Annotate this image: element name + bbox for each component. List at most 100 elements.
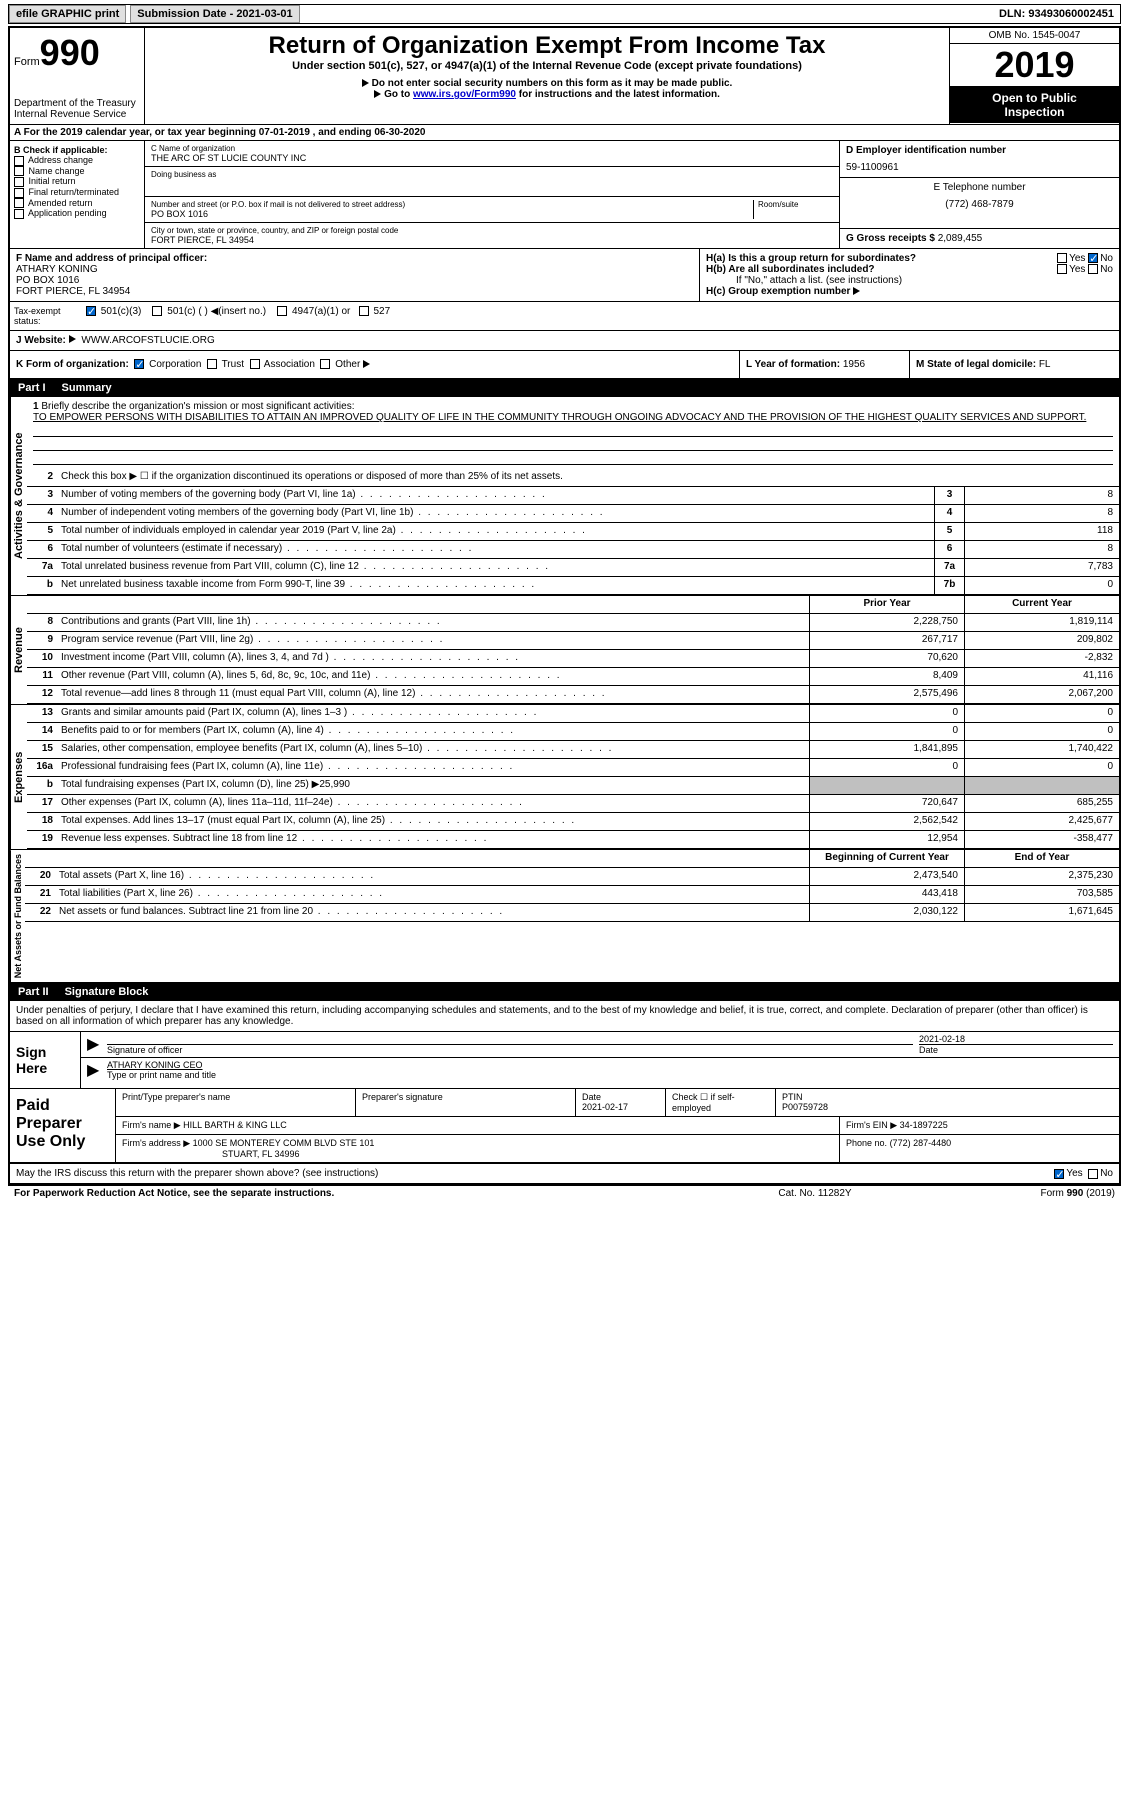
line-box: 6 [934, 541, 964, 558]
line-box: 7a [934, 559, 964, 576]
line-desc: Revenue less expenses. Subtract line 18 … [57, 831, 809, 848]
city-label: City or town, state or province, country… [151, 226, 833, 235]
trust-checkbox[interactable] [207, 359, 217, 369]
name-title-label: Type or print name and title [107, 1070, 1113, 1080]
dln-value: DLN: 93493060002451 [993, 6, 1120, 22]
line-num: 12 [27, 686, 57, 703]
current-value: -2,832 [964, 650, 1119, 667]
mission-text: TO EMPOWER PERSONS WITH DISABILITIES TO … [33, 412, 1086, 423]
yes-label: Yes [1069, 253, 1085, 264]
line-num: b [27, 577, 57, 594]
prior-value: 267,717 [809, 632, 964, 649]
line-desc: Grants and similar amounts paid (Part IX… [57, 705, 809, 722]
efile-print-button[interactable]: efile GRAPHIC print [9, 5, 126, 23]
b-checkbox[interactable] [14, 156, 24, 166]
501c-checkbox[interactable] [152, 306, 162, 316]
hc-label: H(c) Group exemption number [706, 286, 850, 297]
b-checkbox[interactable] [14, 166, 24, 176]
sig-officer-label: Signature of officer [107, 1045, 182, 1055]
arrow-icon [363, 360, 370, 368]
line-desc: Total number of volunteers (estimate if … [57, 541, 934, 558]
line-desc: Total fundraising expenses (Part IX, col… [57, 777, 809, 794]
prior-value: 1,841,895 [809, 741, 964, 758]
governance-tab: Activities & Governance [10, 397, 27, 595]
hb-no-checkbox[interactable] [1088, 264, 1098, 274]
b-checkbox[interactable] [14, 188, 24, 198]
b-checkbox[interactable] [14, 177, 24, 187]
b-checkbox[interactable] [14, 209, 24, 219]
prior-value: 8,409 [809, 668, 964, 685]
line-num: 21 [25, 886, 55, 903]
firm-ein-value: 34-1897225 [900, 1120, 948, 1130]
501c3-checkbox[interactable] [86, 306, 96, 316]
ptin-value: P00759728 [782, 1102, 1113, 1112]
corp-checkbox[interactable] [134, 359, 144, 369]
corp-label: Corporation [149, 359, 201, 370]
top-bar: efile GRAPHIC print Submission Date - 20… [8, 4, 1121, 24]
open-public-1: Open to Public [954, 91, 1115, 105]
line-value: 8 [964, 505, 1119, 522]
no-label: No [1100, 253, 1113, 264]
line-desc: Number of voting members of the governin… [57, 487, 934, 504]
year-formation-value: 1956 [843, 359, 865, 370]
line-num: 15 [27, 741, 57, 758]
prior-value: 0 [809, 759, 964, 776]
other-label: Other [335, 359, 360, 370]
527-checkbox[interactable] [359, 306, 369, 316]
prior-value: 2,473,540 [809, 868, 964, 885]
line-num: 5 [27, 523, 57, 540]
ein-value: 59-1100961 [846, 162, 1113, 173]
prior-value: 2,575,496 [809, 686, 964, 703]
line-num: 6 [27, 541, 57, 558]
col-b-label: B Check if applicable: [14, 145, 140, 155]
current-value: 685,255 [964, 795, 1119, 812]
prior-value: 0 [809, 705, 964, 722]
line-desc: Contributions and grants (Part VIII, lin… [57, 614, 809, 631]
trust-label: Trust [222, 359, 244, 370]
arrow-icon [853, 287, 860, 295]
line-value: 0 [964, 577, 1119, 594]
current-value: 209,802 [964, 632, 1119, 649]
line-num: 17 [27, 795, 57, 812]
begin-year-header: Beginning of Current Year [809, 850, 964, 867]
b-item-label: Name change [29, 166, 85, 176]
street-address: PO BOX 1016 [151, 209, 753, 219]
state-domicile-value: FL [1039, 359, 1051, 370]
current-value: 703,585 [964, 886, 1119, 903]
dba-label: Doing business as [151, 170, 833, 179]
self-employed-check: Check ☐ if self-employed [665, 1089, 775, 1116]
line-value: 8 [964, 541, 1119, 558]
4947-checkbox[interactable] [277, 306, 287, 316]
ha-no-checkbox[interactable] [1088, 253, 1098, 263]
discuss-no-checkbox[interactable] [1088, 1169, 1098, 1179]
b-item-label: Address change [28, 155, 93, 165]
b-checkbox[interactable] [14, 198, 24, 208]
form-header: Form990 Department of the Treasury Inter… [10, 28, 1119, 125]
no-label: No [1100, 1168, 1113, 1179]
room-label: Room/suite [758, 200, 833, 209]
other-checkbox[interactable] [320, 359, 330, 369]
end-year-header: End of Year [964, 850, 1119, 867]
sig-arrow-icon: ▶ [87, 1034, 107, 1055]
discuss-yes-checkbox[interactable] [1054, 1169, 1064, 1179]
line-desc: Total unrelated business revenue from Pa… [57, 559, 934, 576]
firm-addr2: STUART, FL 34996 [222, 1149, 300, 1159]
hb-yes-checkbox[interactable] [1057, 264, 1067, 274]
goto-prefix: Go to [384, 89, 413, 100]
ha-yes-checkbox[interactable] [1057, 253, 1067, 263]
firm-addr1: 1000 SE MONTEREY COMM BLVD STE 101 [193, 1138, 375, 1148]
submission-date-label: Submission Date - 2021-03-01 [130, 5, 299, 23]
irs-link[interactable]: www.irs.gov/Form990 [413, 89, 516, 100]
line-desc: Net assets or fund balances. Subtract li… [55, 904, 809, 921]
prior-value: 70,620 [809, 650, 964, 667]
assoc-checkbox[interactable] [250, 359, 260, 369]
netassets-tab: Net Assets or Fund Balances [10, 850, 25, 982]
line-value: 7,783 [964, 559, 1119, 576]
line-num: 11 [27, 668, 57, 685]
current-value: 0 [964, 705, 1119, 722]
line-num: 14 [27, 723, 57, 740]
current-value: 1,671,645 [964, 904, 1119, 921]
line-desc: Total number of individuals employed in … [57, 523, 934, 540]
gross-receipts-value: 2,089,455 [938, 233, 983, 244]
firm-phone-label: Phone no. [846, 1138, 887, 1148]
